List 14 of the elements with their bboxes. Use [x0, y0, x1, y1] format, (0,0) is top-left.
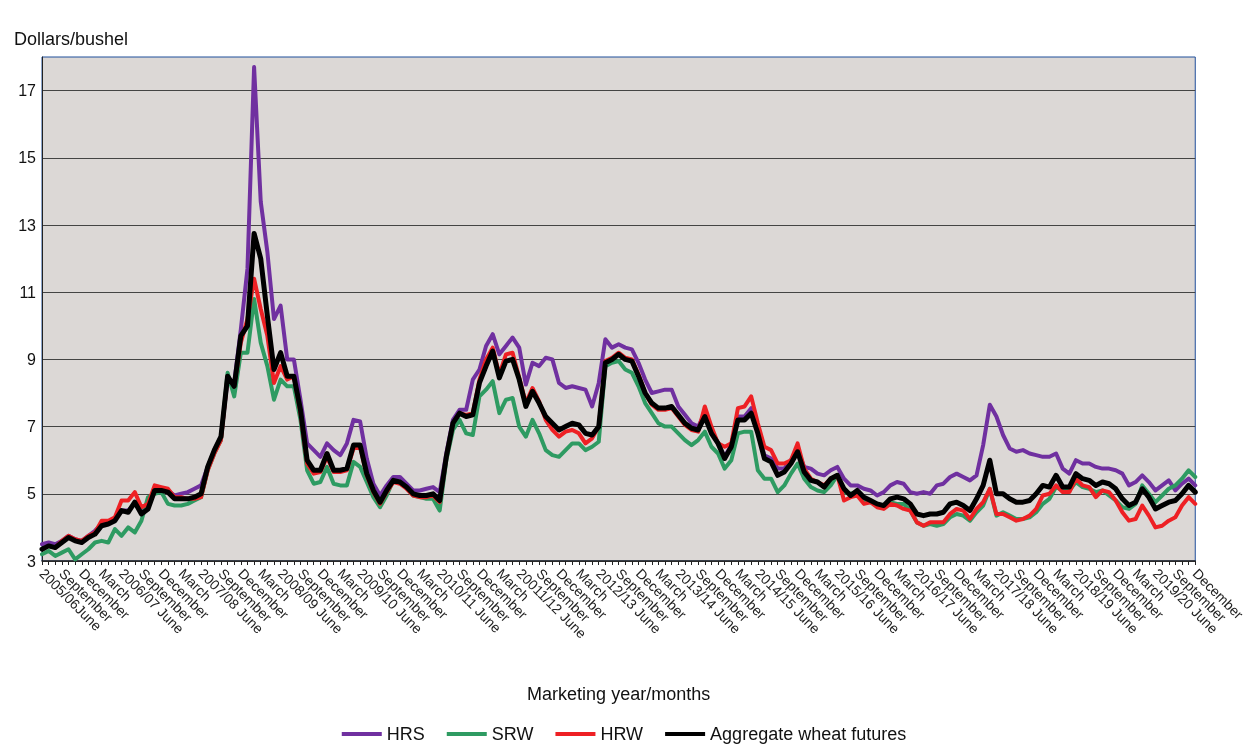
x-axis-title: Marketing year/months [527, 684, 711, 704]
y-tick-label: 17 [18, 82, 37, 100]
y-tick-label: 7 [27, 418, 37, 436]
y-axis-title: Dollars/bushel [14, 29, 129, 49]
legend-label: HRW [600, 724, 644, 744]
legend-label: SRW [491, 724, 534, 744]
legend-label: Aggregate wheat futures [710, 724, 907, 744]
y-tick-label: 11 [19, 283, 37, 301]
y-tick-label: 13 [18, 216, 37, 234]
y-tick-label: 3 [27, 552, 37, 570]
legend-label: HRS [386, 724, 425, 744]
y-tick-label: 5 [27, 485, 37, 503]
y-tick-label: 15 [18, 149, 37, 167]
y-tick-label: 9 [27, 350, 37, 368]
